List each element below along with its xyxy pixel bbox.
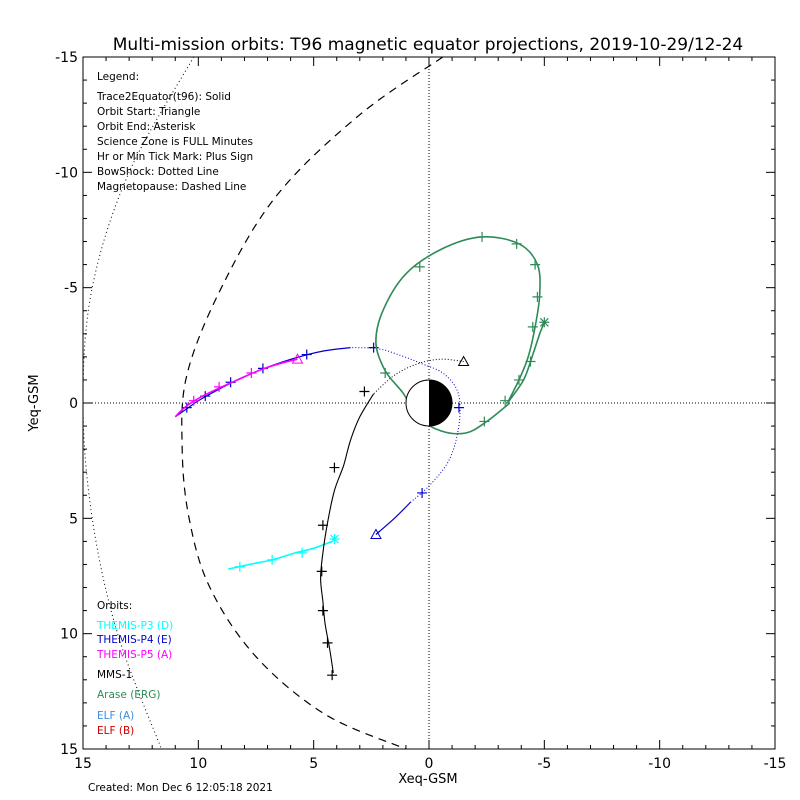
x-tick-label: 10 bbox=[189, 756, 207, 772]
series-themis-p5-a- bbox=[174, 353, 304, 418]
tick-mark bbox=[234, 561, 245, 572]
earth-symbol bbox=[405, 379, 453, 427]
end-marker bbox=[539, 317, 550, 328]
x-tick-label: -15 bbox=[764, 756, 787, 772]
series-line bbox=[506, 322, 546, 404]
series-line bbox=[375, 236, 541, 435]
legend-line: Magnetopause: Dashed Line bbox=[97, 181, 246, 193]
tick-mark bbox=[525, 356, 536, 367]
x-axis-label: Xeq-GSM bbox=[398, 772, 457, 787]
series-mms-1 bbox=[316, 355, 470, 681]
legend-line: Science Zone is FULL Minutes bbox=[97, 136, 253, 148]
start-marker bbox=[370, 528, 382, 539]
y-tick-label: -5 bbox=[64, 281, 78, 297]
tick-mark bbox=[417, 487, 428, 498]
legend-line: Hr or Min Tick Mark: Plus Sign bbox=[97, 151, 253, 163]
magnetopause-curve bbox=[181, 56, 444, 750]
tick-mark bbox=[214, 381, 225, 392]
legend-line: Trace2Equator(t96): Solid bbox=[96, 91, 231, 103]
tick-mark bbox=[297, 547, 308, 558]
tick-mark bbox=[530, 259, 541, 270]
x-tick-label: 5 bbox=[309, 756, 318, 772]
tick-mark bbox=[316, 566, 327, 577]
start-marker bbox=[457, 355, 470, 366]
boundary-curves bbox=[82, 56, 444, 750]
tick-mark bbox=[188, 395, 199, 406]
y-axis-label: Yeq-GSM bbox=[27, 374, 42, 432]
y-tick-label: -15 bbox=[55, 50, 78, 66]
series-line bbox=[174, 347, 351, 418]
tick-mark bbox=[500, 395, 511, 406]
tick-mark bbox=[246, 368, 257, 379]
y-tick-label: -10 bbox=[55, 165, 78, 181]
chart-title: Multi-mission orbits: T96 magnetic equat… bbox=[113, 35, 744, 55]
tick-mark bbox=[527, 321, 538, 332]
orbits-legend: Orbits: THEMIS-P3 (D) THEMIS-P4 (E) THEMIS-… bbox=[96, 600, 173, 737]
series-line bbox=[174, 358, 298, 418]
orbit-legend-entry: ELF (A) bbox=[97, 710, 134, 722]
series-line-dotted bbox=[350, 347, 461, 503]
tick-mark bbox=[511, 238, 522, 249]
tick-mark bbox=[327, 670, 338, 681]
tick-mark bbox=[317, 520, 328, 531]
tick-mark bbox=[359, 386, 370, 397]
series-line bbox=[320, 393, 375, 673]
orbit-legend-entry: THEMIS-P3 (D) bbox=[96, 620, 173, 632]
tick-mark bbox=[477, 231, 488, 242]
orbit-legend-entry: MMS-1 bbox=[97, 669, 132, 681]
legend-title: Legend: bbox=[97, 71, 139, 83]
x-tick-label: -10 bbox=[648, 756, 671, 772]
series-themis-p4-e- bbox=[174, 342, 464, 539]
earth-night-side bbox=[429, 380, 452, 426]
tick-mark bbox=[453, 402, 464, 413]
bowshock-curve bbox=[82, 56, 195, 750]
orbit-legend-entry: Arase (ERG) bbox=[97, 689, 160, 701]
series-themis-p3-d- bbox=[228, 534, 340, 572]
series-line-dotted bbox=[373, 358, 464, 395]
tick-mark bbox=[380, 368, 391, 379]
orbits-title: Orbits: bbox=[97, 600, 132, 612]
tick-mark bbox=[322, 637, 333, 648]
y-tick-label: 5 bbox=[69, 511, 78, 527]
series-line bbox=[375, 501, 411, 535]
orbit-legend-entry: THEMIS-P4 (E) bbox=[96, 634, 172, 646]
y-tick-label: 0 bbox=[69, 396, 78, 412]
created-footer: Created: Mon Dec 6 12:05:18 2021 bbox=[88, 782, 273, 794]
legend-line: BowShock: Dotted Line bbox=[97, 166, 219, 178]
legend-line: Orbit Start: Triangle bbox=[97, 106, 200, 118]
tick-mark bbox=[329, 462, 340, 473]
x-tick-label: 0 bbox=[425, 756, 434, 772]
end-marker bbox=[329, 534, 340, 545]
tick-mark bbox=[479, 416, 490, 427]
series-arase-erg- bbox=[375, 231, 550, 435]
tick-mark bbox=[267, 554, 278, 565]
x-tick-label: -5 bbox=[537, 756, 551, 772]
tick-mark bbox=[532, 291, 543, 302]
series-group bbox=[174, 231, 550, 681]
y-tick-label: 10 bbox=[60, 627, 78, 643]
x-tick-label: 15 bbox=[74, 756, 92, 772]
axes: 15 10 5 0 -5 -10 -15 -15 -10 -5 0 5 10 15 bbox=[55, 50, 786, 772]
series-line bbox=[228, 540, 333, 570]
tick-mark bbox=[513, 374, 524, 385]
start-marker bbox=[291, 353, 304, 364]
tick-mark bbox=[414, 261, 425, 272]
legend-line: Orbit End: Asterisk bbox=[97, 121, 196, 133]
tick-mark bbox=[317, 605, 328, 616]
legend: Legend: Trace2Equator(t96): Solid Orbit St… bbox=[96, 71, 253, 193]
y-tick-label: 15 bbox=[60, 742, 78, 758]
orbit-legend-entry: ELF (B) bbox=[97, 725, 134, 737]
tick-mark bbox=[301, 349, 312, 360]
orbit-legend-entry: THEMIS-P5 (A) bbox=[96, 649, 172, 661]
